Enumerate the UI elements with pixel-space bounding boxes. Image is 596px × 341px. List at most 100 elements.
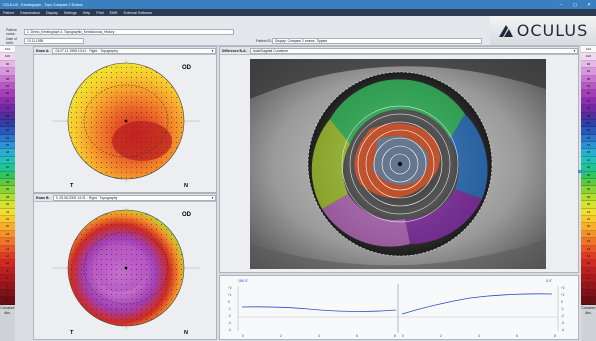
x-tick-label: 6 — [356, 334, 358, 338]
x-tick-label: 8 — [394, 334, 396, 338]
scale-footer-label: Abs. — [4, 310, 11, 315]
exam-b-topography-map[interactable]: OD T N — [34, 202, 218, 340]
scale-cell: 2 — [0, 289, 15, 298]
y-tick-label: -1 — [228, 307, 231, 311]
y-tick-label: +2 — [228, 286, 232, 290]
scale-cell: 72 — [0, 105, 15, 113]
exam-a-panel: Exam A: 03.07.11 1998 10:41 · Right · To… — [33, 46, 217, 193]
exam-a-topography-map[interactable]: OD T N — [34, 55, 218, 193]
dob-field[interactable]: 10.11.1955 — [24, 37, 84, 44]
exam-a-select-value: 03.07.11 1998 10:41 · Right · Topography — [55, 48, 118, 53]
scale-cell: 6 — [581, 275, 596, 283]
y-tick-label: -4 — [561, 328, 564, 332]
x-tick-label: 8 — [554, 334, 556, 338]
scale-cell: 0 — [581, 297, 596, 305]
patient-info: Patient name: 1, Demo_Keratograph 4, Top… — [0, 16, 490, 46]
graph-left-angle-label: 180.0° — [238, 279, 249, 283]
difference-select-value: Axial/Sagittal Curvature — [252, 48, 289, 53]
scale-cell: 56 — [0, 134, 15, 143]
x-ticks: 0 2 4 6 8 0 2 4 6 8 — [242, 334, 556, 338]
menu-settings[interactable]: Settings — [63, 10, 77, 15]
scale-cell: 2 — [581, 289, 596, 298]
exam-b-select-value: 3. 09.08.2005 14:01 · Right · Topography — [55, 195, 118, 200]
scale-footer-label: Curvature — [0, 305, 15, 310]
menu-patient[interactable]: Patient — [3, 10, 15, 15]
scale-cell: 96 — [0, 60, 15, 69]
x-tick-label: 4 — [478, 334, 480, 338]
menu-help[interactable]: Help — [82, 10, 91, 15]
scale-cell: 88 — [0, 75, 15, 83]
side-panel-toggle[interactable] — [578, 170, 585, 173]
exam-a-label: Exam A: — [36, 48, 50, 53]
scale-cell: 92 — [581, 68, 596, 76]
scale-cell: 16 — [0, 238, 15, 246]
scale-cell: 48 — [581, 149, 596, 157]
eye-image-difference-map[interactable] — [250, 59, 546, 269]
scale-cell: 12 — [0, 252, 15, 261]
color-scale-right: 104 100 96 92 88 84 80 76 72 68 64 60 56 52 48 44 40 36 32… — [581, 46, 596, 341]
scale-cell: 100 — [581, 53, 596, 61]
scale-cell: 8 — [0, 267, 15, 276]
profile-graph[interactable]: 180.0° 0.0° +2+10-1-2-3-4 +2+10-1-2-3-4 … — [220, 276, 578, 339]
dob-label: Date of birth: — [6, 36, 17, 45]
close-button[interactable]: ✕ — [587, 1, 591, 7]
y-tick-label: +2 — [561, 286, 565, 290]
scale-cell: 64 — [0, 119, 15, 128]
menu-emr[interactable]: EMR — [109, 10, 118, 15]
oculus-logo: OCULUS — [490, 16, 596, 46]
difference-select[interactable]: Axial/Sagittal Curvature ▼ — [249, 47, 578, 54]
exam-b-panel: Exam B: 3. 09.08.2005 14:01 · Right · To… — [33, 193, 217, 340]
scale-cell: 12 — [581, 252, 596, 261]
scale-cell: 10 — [581, 260, 596, 268]
scale-cell: 6 — [0, 275, 15, 283]
scale-cell: 24 — [0, 208, 15, 216]
minimize-button[interactable]: – — [559, 2, 563, 7]
menu-external-software[interactable]: External Software — [123, 10, 152, 15]
x-tick-label: 6 — [516, 334, 518, 338]
scale-cell: 0 — [0, 297, 15, 305]
menu-print[interactable]: Print — [96, 10, 104, 15]
exam-a-select[interactable]: 03.07.11 1998 10:41 · Right · Topography… — [52, 47, 216, 54]
scale-cell: 80 — [581, 90, 596, 98]
menu-examination[interactable]: Examination — [20, 10, 40, 15]
maximize-button[interactable]: ▢ — [572, 1, 578, 7]
scale-cell: 104 — [0, 46, 15, 54]
scale-cell: 76 — [581, 97, 596, 106]
scale-cell: 14 — [581, 245, 596, 253]
scale-cell: 26 — [0, 201, 15, 209]
logo-text: OCULUS — [516, 21, 589, 40]
scale-cell: 96 — [581, 60, 596, 69]
scale-cell: 88 — [581, 75, 596, 83]
scale-cell: 22 — [581, 215, 596, 224]
scale-cell: 28 — [0, 193, 15, 202]
scale-cell: 40 — [581, 164, 596, 172]
scale-cell: 20 — [581, 223, 596, 231]
scale-cell: 18 — [581, 230, 596, 239]
graph-right-angle-label: 0.0° — [546, 279, 553, 283]
patient-name-label: Patient name: — [6, 27, 17, 36]
y-ticks-left: +2 +1 0 -1 -2 -3 -4 — [228, 286, 232, 332]
exam-a-eye-label: OD — [182, 65, 192, 71]
scale-cell: 84 — [0, 82, 15, 91]
scale-cell: 92 — [0, 68, 15, 76]
profile-line-right — [401, 293, 553, 315]
patient-id-field[interactable]: Display: Compare 2 exams, Tippete — [272, 37, 482, 44]
scale-cell: 68 — [581, 112, 596, 120]
scale-cell: 30 — [581, 186, 596, 194]
menu-display[interactable]: Display — [45, 10, 58, 15]
y-tick-label: -4 — [228, 328, 231, 332]
y-tick-label: -3 — [228, 321, 231, 325]
exam-a-nasal-label: N — [184, 183, 188, 189]
scale-cell: 36 — [0, 171, 15, 180]
scale-cell: 4 — [0, 282, 15, 290]
y-tick-label: -3 — [561, 321, 564, 325]
dob-row: Date of birth: 10.11.1955 — [2, 36, 84, 45]
exam-b-select[interactable]: 3. 09.08.2005 14:01 · Right · Topography… — [52, 194, 216, 201]
exam-b-label: Exam B: — [36, 195, 50, 200]
patient-name-field[interactable]: 1, Demo_Keratograph 4, Topographic_Kerat… — [24, 28, 234, 35]
y-tick-label: -2 — [561, 314, 564, 318]
scale-cell: 32 — [581, 179, 596, 187]
y-tick-label: 0 — [561, 300, 563, 304]
exam-b-temporal-label: T — [70, 330, 74, 336]
